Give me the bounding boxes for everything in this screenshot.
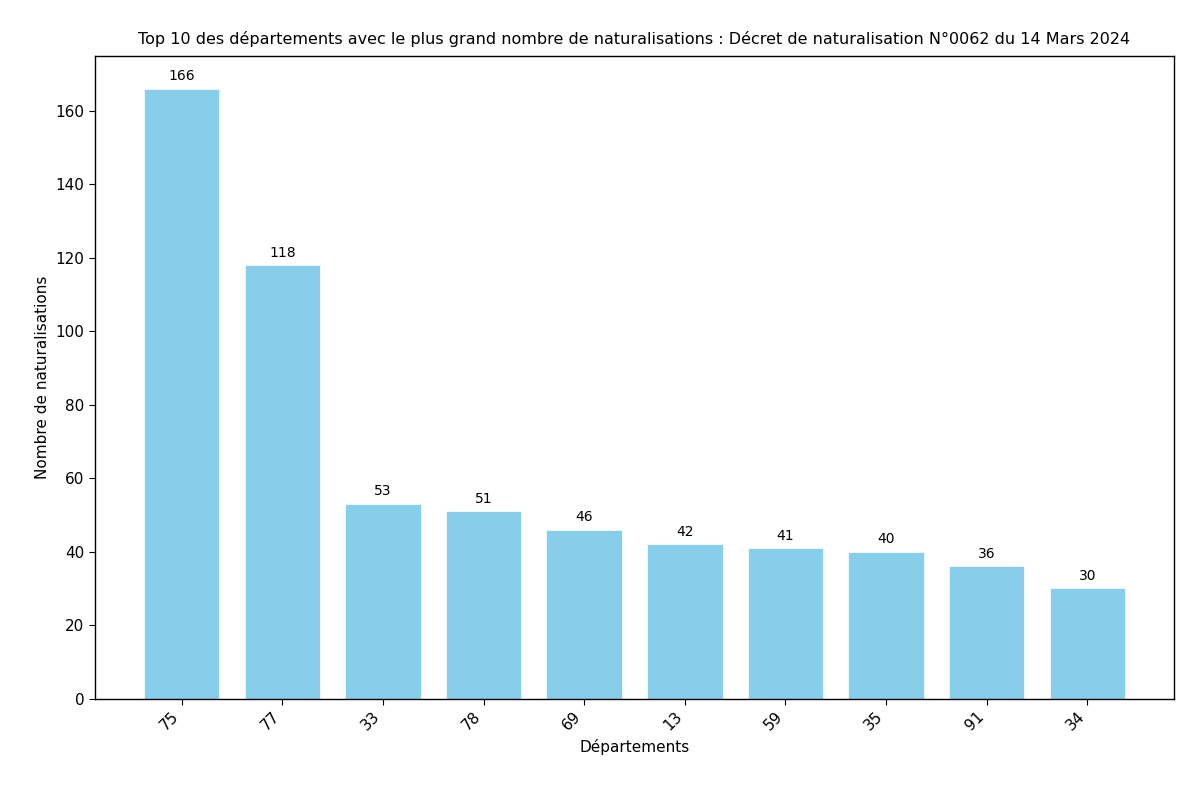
Text: 51: 51: [474, 491, 492, 506]
Bar: [1050, 588, 1126, 699]
Bar: [648, 545, 722, 699]
Text: 40: 40: [878, 532, 894, 546]
X-axis label: Départements: Départements: [580, 739, 689, 755]
Y-axis label: Nombre de naturalisations: Nombre de naturalisations: [34, 276, 50, 479]
Bar: [244, 265, 320, 699]
Bar: [547, 530, 621, 699]
Title: Top 10 des départements avec le plus grand nombre de naturalisations : Décret de: Top 10 des départements avec le plus gra…: [139, 32, 1130, 48]
Text: 46: 46: [575, 511, 593, 524]
Text: 36: 36: [978, 547, 995, 561]
Bar: [848, 552, 924, 699]
Text: 41: 41: [777, 529, 795, 542]
Text: 42: 42: [676, 525, 694, 539]
Text: 166: 166: [168, 69, 195, 83]
Text: 118: 118: [269, 245, 295, 260]
Text: 30: 30: [1078, 569, 1096, 583]
Bar: [949, 566, 1025, 699]
Bar: [144, 89, 219, 699]
Bar: [747, 548, 823, 699]
Text: 53: 53: [375, 484, 391, 499]
Bar: [446, 511, 522, 699]
Bar: [345, 504, 421, 699]
